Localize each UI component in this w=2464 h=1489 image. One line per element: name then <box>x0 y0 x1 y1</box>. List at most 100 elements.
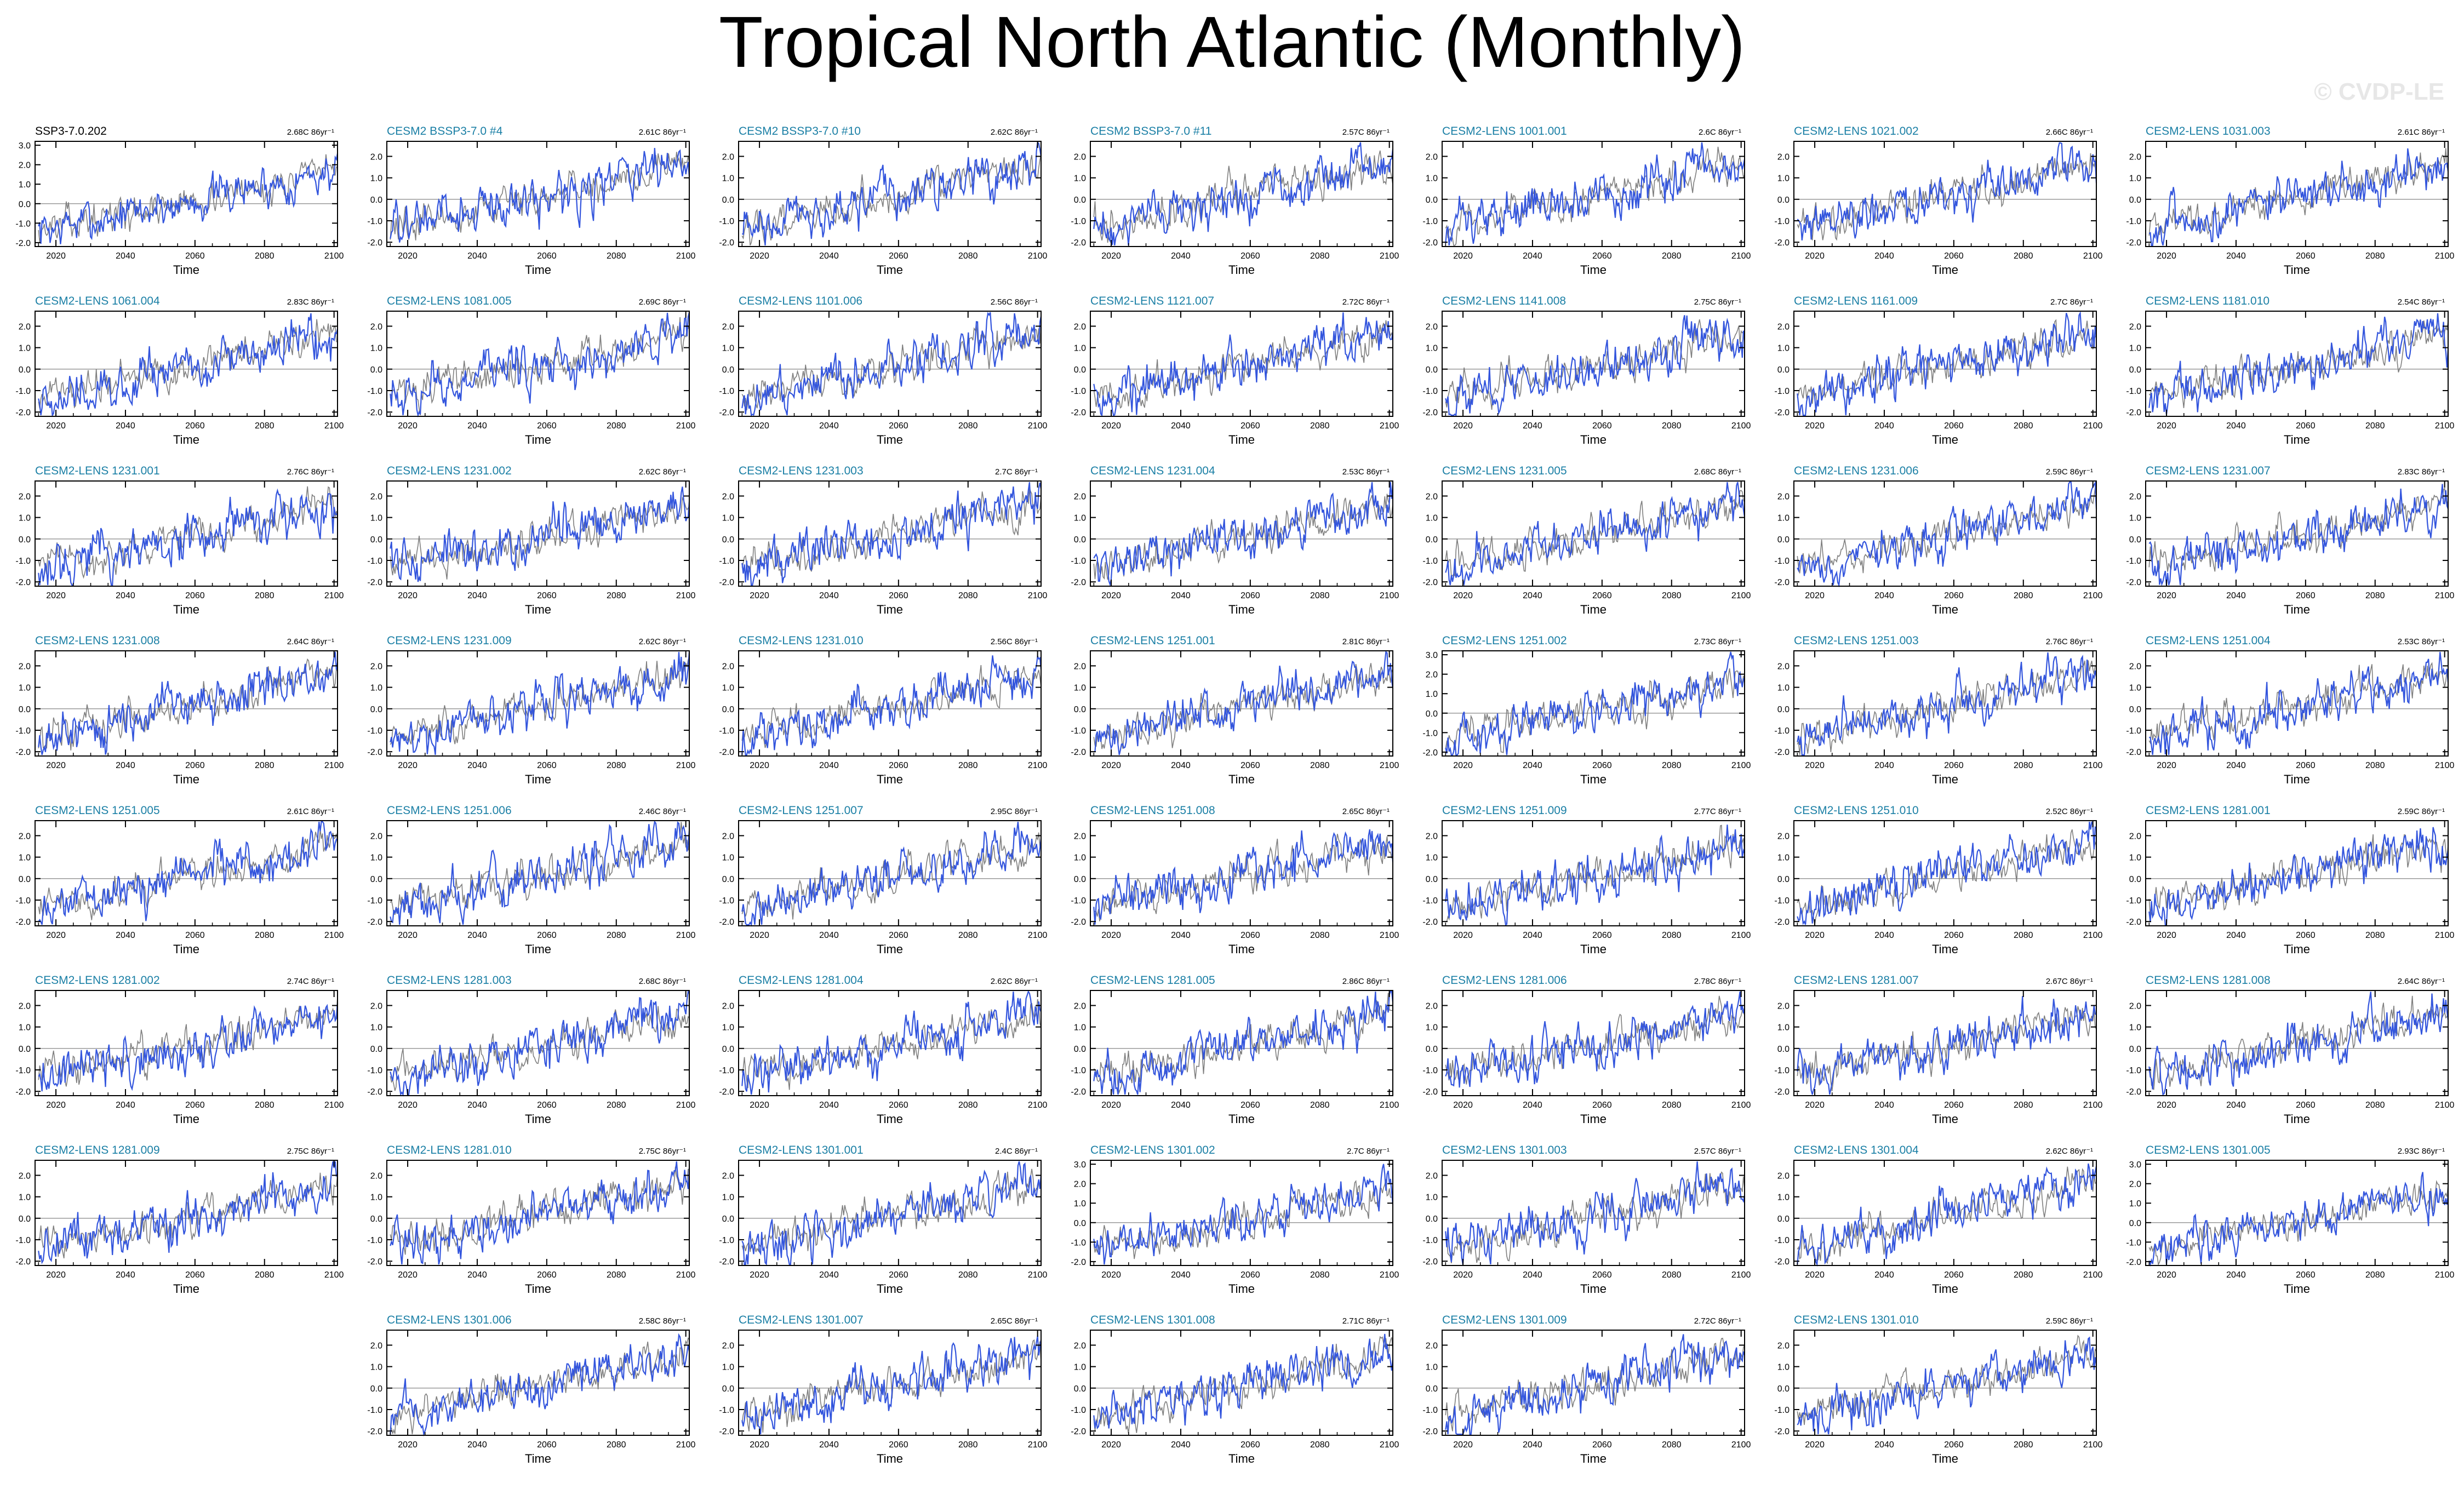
x-tick-label: 2100 <box>2083 251 2103 261</box>
panel: CESM2-LENS 1021.002 2.66C 86yr⁻¹ -2.0 -1.0 0… <box>1774 125 2102 277</box>
x-tick-label: 2060 <box>889 1270 908 1280</box>
plot-frame <box>738 820 1042 926</box>
x-tick-label: 2100 <box>2083 931 2103 940</box>
panel-trend-label: 2.65C 86yr⁻¹ <box>1342 807 1390 816</box>
x-axis-label: Time <box>173 942 199 956</box>
x-axis-label: Time <box>877 1282 903 1296</box>
x-axis-label: Time <box>1580 603 1607 616</box>
x-tick-label: 2060 <box>537 591 557 600</box>
panel: CESM2-LENS 1281.004 2.62C 86yr⁻¹ -2.0 -1.0 0… <box>719 974 1047 1126</box>
member-series-line <box>390 1333 690 1437</box>
panel-title: CESM2-LENS 1301.006 <box>387 1314 512 1326</box>
x-tick-label: 2040 <box>1874 931 1894 940</box>
reference-series-line <box>1445 668 1745 753</box>
x-tick-label: 2020 <box>46 251 66 261</box>
plot-frame <box>1090 141 1393 247</box>
panel: CESM2-LENS 1251.006 2.46C 86yr⁻¹ -2.0 -1.0 0… <box>367 804 695 956</box>
panel-title: CESM2-LENS 1231.003 <box>739 465 864 477</box>
y-tick-label: 0.0 <box>1074 705 1086 714</box>
y-tick-label: -1.0 <box>367 726 382 736</box>
x-axis-label: Time <box>1932 942 1958 956</box>
member-series-line <box>1445 991 1746 1088</box>
x-tick-label: 2060 <box>2296 421 2316 431</box>
x-tick-label: 2060 <box>889 761 908 770</box>
y-tick-label: -1.0 <box>1422 896 1438 906</box>
panel-trend-label: 2.68C 86yr⁻¹ <box>1694 467 1741 477</box>
x-tick-label: 2060 <box>1240 1101 1260 1110</box>
panel-trend-label: 2.66C 86yr⁻¹ <box>2046 128 2093 137</box>
y-tick-label: -2.0 <box>1071 748 1086 757</box>
y-tick-label: -1.0 <box>1774 896 1790 906</box>
x-tick-label: 2020 <box>46 421 66 431</box>
panel: CESM2-LENS 1301.007 2.65C 86yr⁻¹ -2.0 -1.0 0… <box>719 1314 1047 1465</box>
y-tick-label: -2.0 <box>15 1257 31 1267</box>
y-tick-label: 1.0 <box>1777 1023 1790 1033</box>
y-tick-label: 0.0 <box>19 1045 31 1054</box>
panel: CESM2-LENS 1231.002 2.62C 86yr⁻¹ -2.0 -1.0 0… <box>367 465 695 616</box>
panel-trend-label: 2.61C 86yr⁻¹ <box>287 807 334 816</box>
y-tick-label: 0.0 <box>2129 875 2141 884</box>
y-tick-label: 1.0 <box>1074 684 1086 693</box>
x-tick-label: 2060 <box>1592 1440 1612 1450</box>
x-axis-label: Time <box>877 942 903 956</box>
x-tick-label: 2080 <box>2014 1101 2033 1110</box>
panel-title: CESM2-LENS 1001.001 <box>1442 125 1567 138</box>
x-axis-label: Time <box>525 1112 551 1126</box>
panel: CESM2-LENS 1101.006 2.56C 86yr⁻¹ -2.0 -1.0 0… <box>719 295 1047 446</box>
y-tick-label: -1.0 <box>1071 1406 1086 1415</box>
y-tick-label: 2.0 <box>1074 322 1086 331</box>
plot-frame <box>35 650 338 757</box>
y-tick-label: -1.0 <box>719 1406 734 1415</box>
x-tick-label: 2100 <box>2083 1270 2103 1280</box>
x-tick-label: 2080 <box>958 251 978 261</box>
x-tick-label: 2060 <box>2296 251 2316 261</box>
reference-series-line <box>390 1166 690 1255</box>
member-series-line <box>38 1003 339 1092</box>
y-tick-label: -2.0 <box>2126 238 2141 248</box>
member-series-line <box>1445 824 1746 926</box>
panel: CESM2-LENS 1231.007 2.83C 86yr⁻¹ -2.0 -1.0 0… <box>2126 465 2454 616</box>
x-tick-label: 2020 <box>398 761 418 770</box>
x-tick-label: 2080 <box>1310 761 1330 770</box>
x-tick-label: 2020 <box>750 1440 769 1450</box>
plot-frame <box>386 820 690 926</box>
x-tick-label: 2040 <box>116 761 135 770</box>
panel: CESM2-LENS 1181.010 2.54C 86yr⁻¹ -2.0 -1.0 0… <box>2126 295 2454 446</box>
reference-series-line <box>741 832 1042 920</box>
panel-trend-label: 2.75C 86yr⁻¹ <box>639 1147 686 1156</box>
x-tick-label: 2040 <box>819 591 839 600</box>
plot-frame <box>738 480 1042 587</box>
panel: CESM2-LENS 1301.002 2.7C 86yr⁻¹ -2.0 -1.0 0.… <box>1071 1144 1399 1296</box>
plot-frame <box>386 311 690 417</box>
panel-title: CESM2-LENS 1231.001 <box>35 465 160 477</box>
panel-title: CESM2-LENS 1251.002 <box>1442 634 1567 647</box>
y-tick-label: 2.0 <box>1426 832 1438 841</box>
x-tick-label: 2040 <box>1874 251 1894 261</box>
x-tick-label: 2100 <box>1731 1270 1751 1280</box>
x-tick-label: 2080 <box>2365 251 2385 261</box>
x-tick-label: 2100 <box>1028 761 1048 770</box>
panel-title: CESM2-LENS 1281.009 <box>35 1144 160 1156</box>
x-tick-label: 2040 <box>819 1101 839 1110</box>
y-tick-label: -1.0 <box>719 557 734 566</box>
x-tick-label: 2060 <box>537 1101 557 1110</box>
y-tick-label: 2.0 <box>19 322 31 331</box>
reference-series-line <box>38 829 338 920</box>
y-tick-label: 1.0 <box>2129 684 2141 693</box>
x-tick-label: 2040 <box>819 421 839 431</box>
panel-title: CESM2-LENS 1251.006 <box>387 804 512 817</box>
y-tick-label: 2.0 <box>1777 152 1790 162</box>
y-tick-label: -1.0 <box>15 557 31 566</box>
y-tick-label: 2.0 <box>370 492 382 501</box>
y-tick-label: 0.0 <box>1074 1384 1086 1394</box>
y-tick-label: 2.0 <box>370 322 382 331</box>
panel-trend-label: 2.59C 86yr⁻¹ <box>2046 467 2093 477</box>
reference-series-line <box>1093 150 1393 243</box>
x-axis-label: Time <box>877 1452 903 1465</box>
plot-frame <box>738 141 1042 247</box>
plot-frame <box>1442 141 1745 247</box>
x-tick-label: 2080 <box>607 421 626 431</box>
x-tick-label: 2060 <box>1592 421 1612 431</box>
plot-frame <box>2145 480 2449 587</box>
x-tick-label: 2020 <box>750 931 769 940</box>
